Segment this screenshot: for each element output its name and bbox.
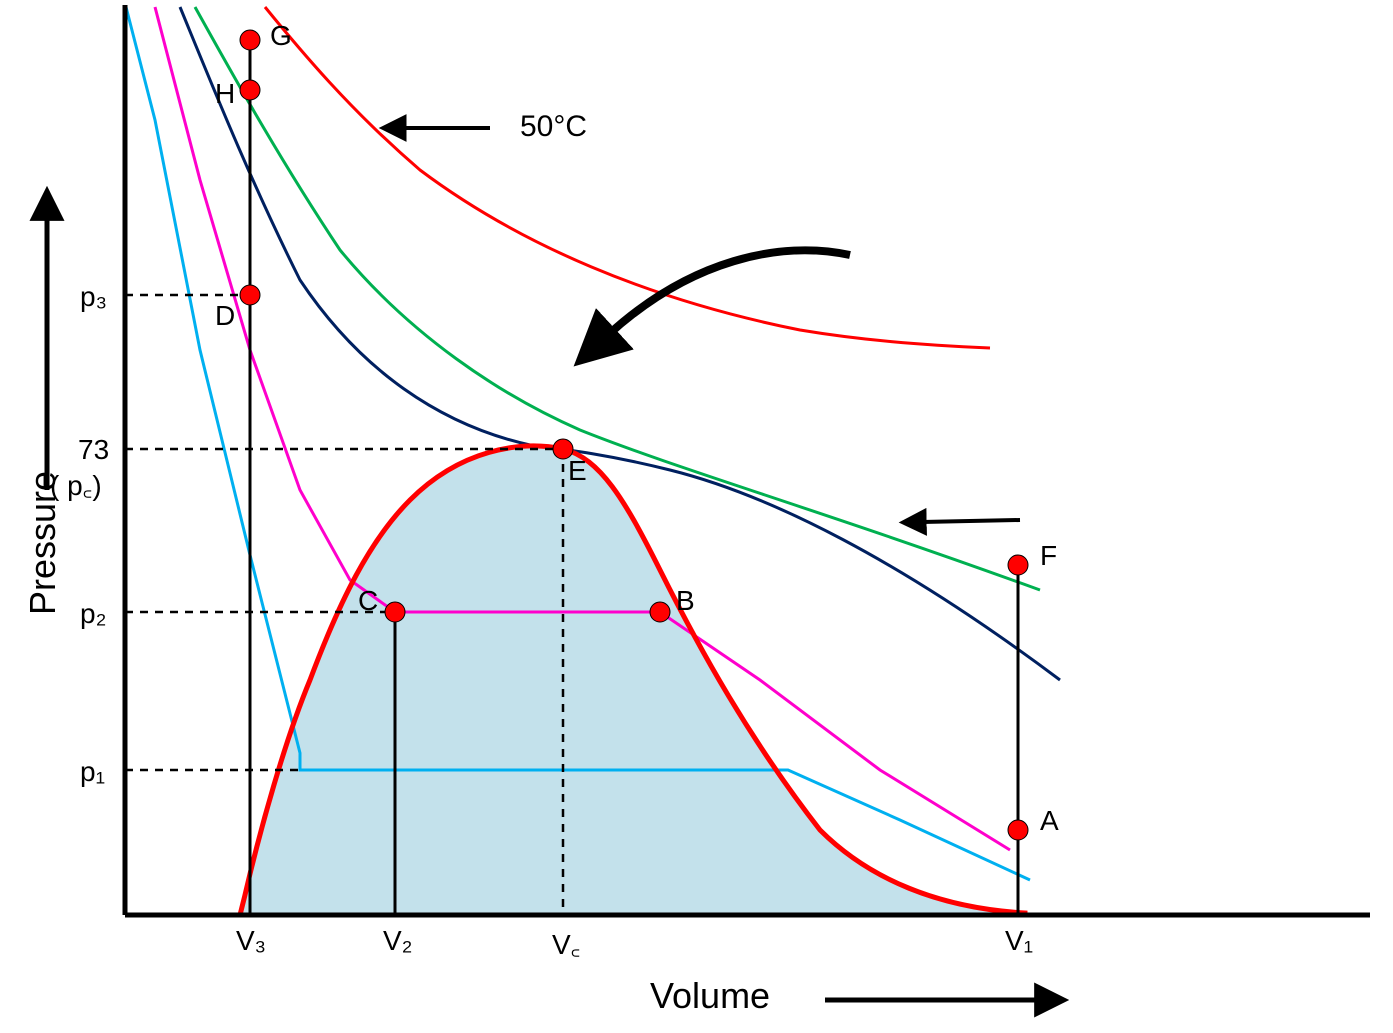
point-C <box>385 602 405 622</box>
point-label-A: A <box>1040 805 1059 837</box>
arrow-30-98c <box>922 520 1020 522</box>
isotherm-50 <box>265 7 990 348</box>
xtick-v3: V₃ <box>236 925 266 957</box>
y-axis-title: Pressure <box>22 471 64 615</box>
point-label-H: H <box>215 78 235 110</box>
ytick-p3: p₃ <box>80 281 107 313</box>
point-A <box>1008 820 1028 840</box>
arrow-31-1c <box>608 250 850 335</box>
ytick-p1: p₁ <box>80 756 105 788</box>
point-G <box>240 30 260 50</box>
point-label-C: C <box>358 585 378 617</box>
pv-diagram <box>0 0 1393 1033</box>
ytick-p2: p₂ <box>80 598 106 630</box>
point-B <box>650 602 670 622</box>
xtick-vc: V꜀ <box>552 925 580 963</box>
point-label-G: G <box>270 20 292 52</box>
label-50c: 50°C <box>520 110 587 144</box>
point-label-E: E <box>568 455 587 487</box>
x-axis-title: Volume <box>650 975 770 1017</box>
xtick-v1: V₁ <box>1005 925 1033 957</box>
point-F <box>1008 555 1028 575</box>
point-label-B: B <box>676 585 695 617</box>
xtick-v2: V₂ <box>383 925 413 957</box>
point-label-F: F <box>1040 540 1057 572</box>
ytick-73: 73 <box>78 434 109 466</box>
point-D <box>240 285 260 305</box>
point-H <box>240 80 260 100</box>
point-label-D: D <box>215 300 235 332</box>
